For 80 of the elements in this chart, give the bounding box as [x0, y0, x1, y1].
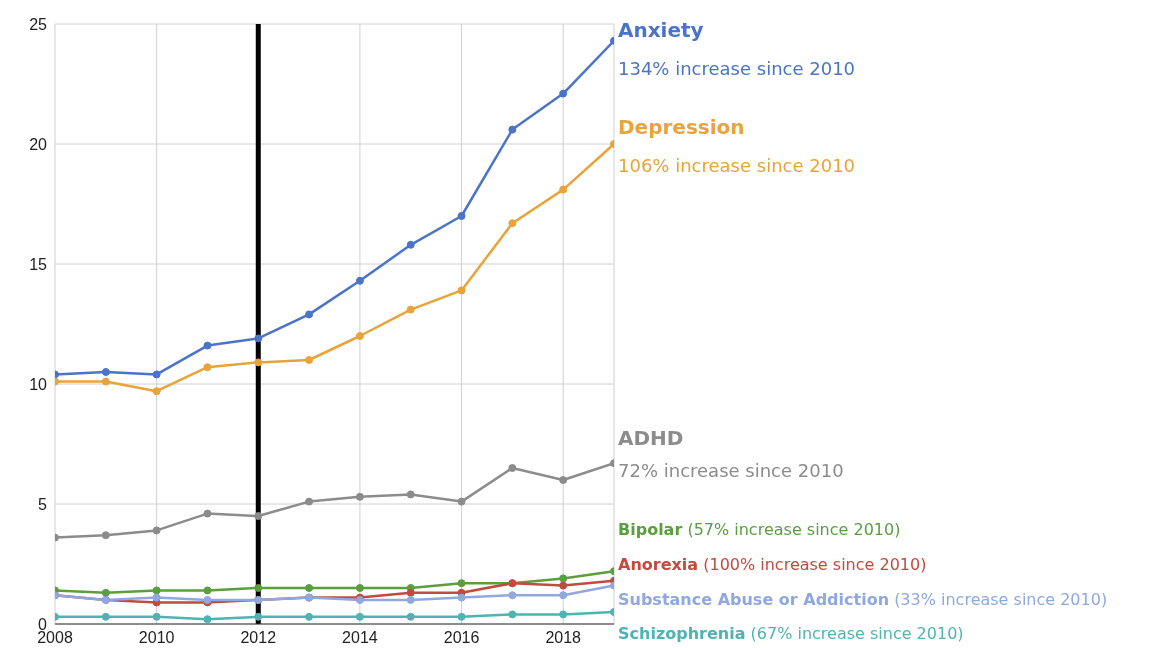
- point: [152, 593, 161, 602]
- series-label: Schizophrenia: [618, 624, 746, 643]
- point: [559, 89, 568, 98]
- series-label: Depression: [618, 115, 745, 139]
- point: [355, 276, 364, 285]
- series-label: Anorexia: [618, 555, 699, 574]
- point: [305, 497, 314, 506]
- point: [355, 612, 364, 621]
- point: [457, 497, 466, 506]
- point: [406, 305, 415, 314]
- point: [203, 586, 212, 595]
- point: [508, 125, 517, 134]
- point: [254, 334, 263, 343]
- point: [152, 586, 161, 595]
- y-tick-label: 5: [38, 495, 48, 513]
- text: 72% increase since 2010: [618, 460, 844, 481]
- point: [355, 492, 364, 501]
- x-tick-label: 2010: [138, 629, 175, 647]
- point: [508, 591, 517, 600]
- point: [406, 612, 415, 621]
- point: [457, 286, 466, 295]
- point: [355, 584, 364, 592]
- point: [508, 610, 517, 619]
- point: [457, 212, 466, 220]
- point: [559, 591, 568, 600]
- point: [152, 387, 161, 396]
- x-tick-label: 2008: [37, 629, 73, 647]
- point: [508, 219, 517, 228]
- point: [559, 610, 568, 619]
- series-label: Bipolar: [618, 520, 683, 539]
- x-tick-label: 2014: [342, 629, 378, 647]
- y-tick-label: 10: [29, 375, 48, 393]
- point: [406, 490, 415, 499]
- point: [203, 615, 212, 624]
- x-tick-label: 2018: [545, 629, 582, 647]
- y-tick-label: 20: [29, 135, 48, 153]
- point: [559, 185, 568, 194]
- point: [101, 368, 110, 376]
- point: [101, 588, 110, 597]
- point: [101, 377, 110, 386]
- point: [355, 332, 364, 340]
- point: [203, 341, 212, 350]
- y-tick-label: 15: [29, 255, 48, 273]
- text: (67% increase since 2010): [749, 624, 964, 643]
- point: [457, 579, 466, 588]
- point: [152, 526, 161, 535]
- series-label: Anxiety: [618, 18, 704, 42]
- point: [101, 612, 110, 621]
- text: 106% increase since 2010: [618, 155, 856, 176]
- point: [508, 464, 517, 472]
- point: [559, 581, 568, 590]
- text: (100% increase since 2010): [702, 555, 927, 574]
- point: [305, 612, 314, 621]
- point: [152, 370, 161, 379]
- series-label: Substance Abuse or Addiction: [618, 590, 890, 609]
- point: [305, 584, 314, 592]
- x-tick-label: 2012: [240, 629, 277, 647]
- point: [457, 612, 466, 621]
- point: [406, 240, 415, 249]
- x-tick-label: 2016: [443, 629, 480, 647]
- point: [152, 612, 161, 621]
- text: (57% increase since 2010): [686, 520, 901, 539]
- point: [406, 588, 415, 597]
- point: [457, 593, 466, 602]
- point: [203, 363, 212, 372]
- text: 134% increase since 2010: [618, 58, 856, 79]
- point: [559, 476, 568, 484]
- series-label: ADHD: [618, 426, 684, 450]
- point: [203, 509, 212, 518]
- text: (33% increase since 2010): [893, 590, 1108, 609]
- point: [254, 358, 263, 367]
- point: [254, 512, 263, 520]
- point: [254, 612, 263, 621]
- point: [254, 584, 263, 592]
- point: [406, 596, 415, 604]
- point: [305, 310, 314, 319]
- point: [559, 574, 568, 583]
- y-tick-label: 25: [29, 15, 48, 33]
- point: [305, 356, 314, 364]
- point: [101, 531, 110, 540]
